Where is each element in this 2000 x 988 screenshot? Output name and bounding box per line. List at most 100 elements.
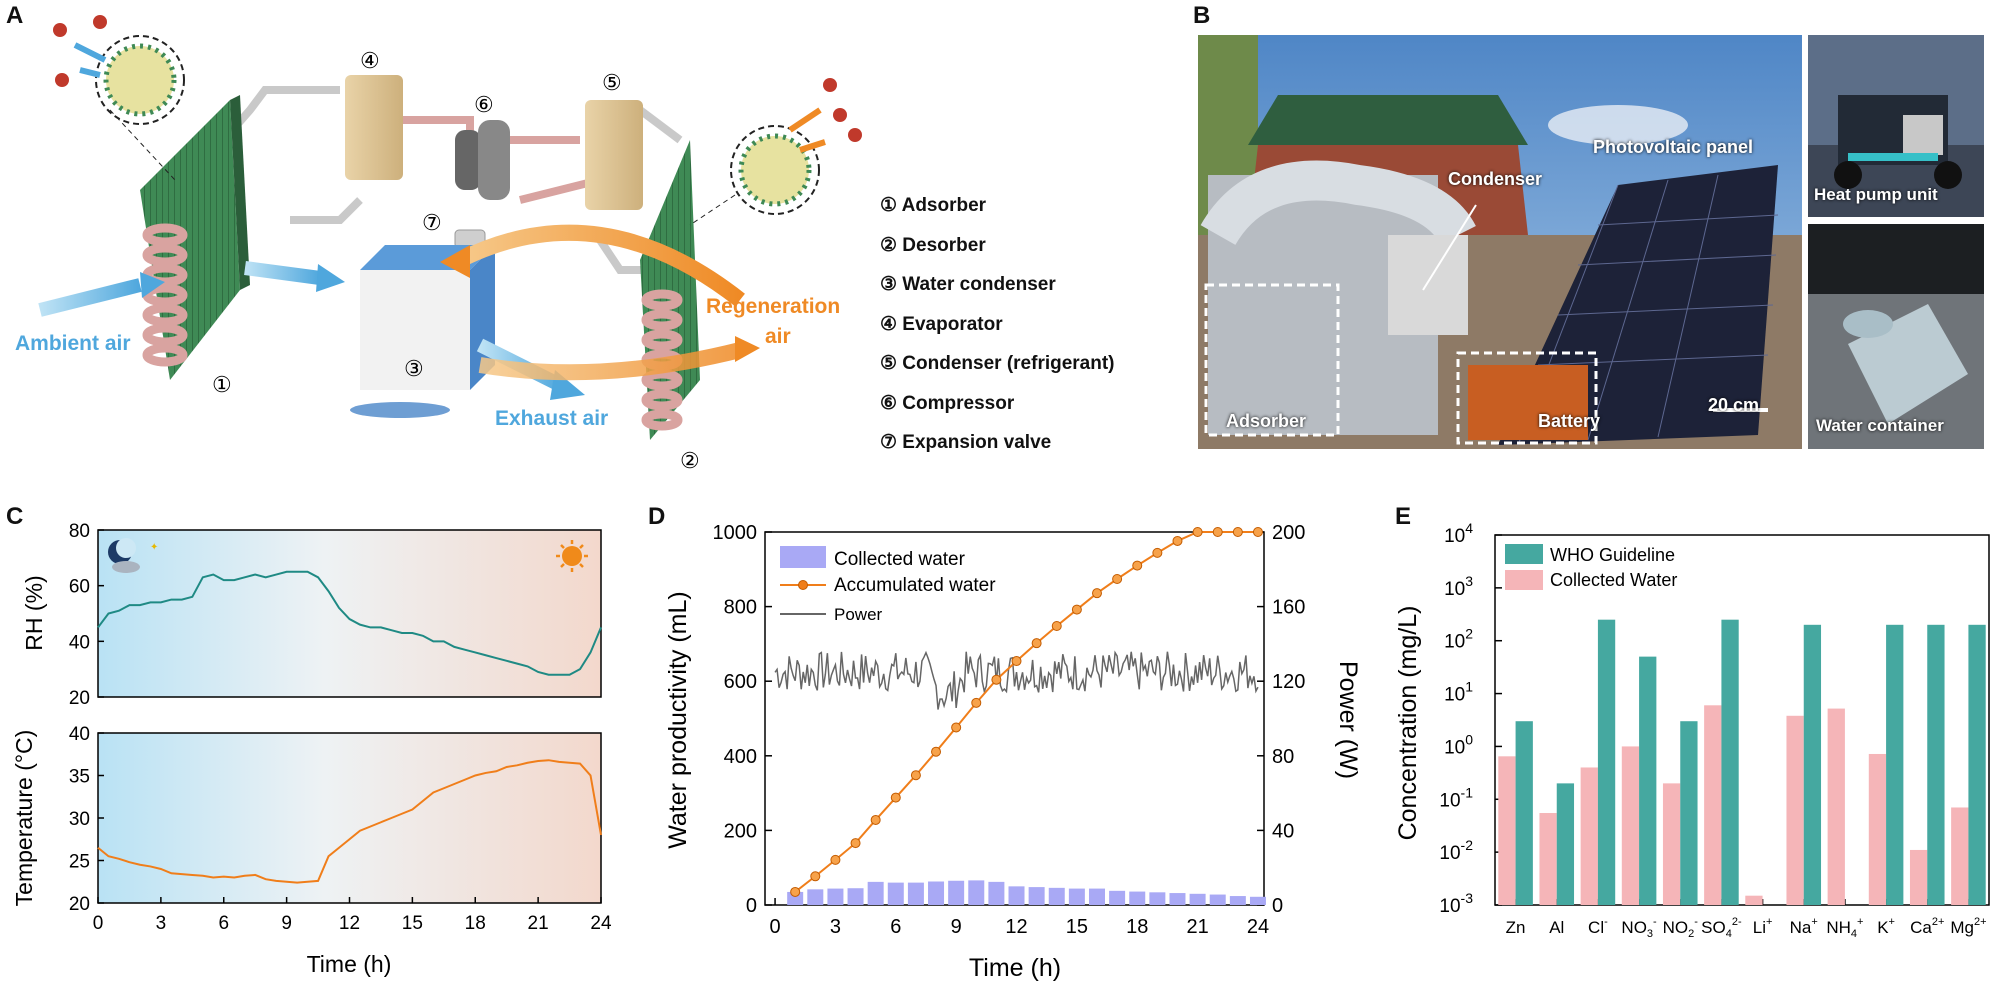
legend-item: ⑤ Condenser (refrigerant) [880, 353, 1115, 374]
adsorbent-bubble-right [689, 78, 862, 226]
x-tick-label: 9 [951, 916, 962, 938]
sun-icon [556, 540, 588, 572]
legend-item: ⑥ Compressor [880, 392, 1015, 414]
y-tick-label: 60 [69, 577, 90, 598]
chart-legend-e: WHO Guideline Collected Water [1505, 544, 1677, 590]
y-tick-label: 20 [69, 894, 90, 915]
condenser-label: Condenser [1448, 169, 1543, 189]
collected-water-bar [1189, 893, 1206, 905]
x-tick-label: 0 [769, 916, 780, 938]
collected-water-bar [1580, 767, 1598, 905]
svg-text:✦: ✦ [150, 542, 158, 553]
y-tick-label: 80 [69, 521, 90, 542]
accumulated-point [1132, 560, 1143, 571]
collected-water-bar [1149, 892, 1166, 905]
accumulated-point [931, 746, 942, 757]
who-guideline-bar [1927, 624, 1945, 905]
who-guideline-bar [1597, 619, 1616, 905]
marker-4: ④ [360, 48, 380, 73]
y-tick-label: 20 [69, 688, 90, 709]
panel-letter-d: D [648, 503, 666, 530]
power-series-line [774, 650, 1259, 710]
accumulated-point [1152, 547, 1163, 558]
condenser-refrigerant [585, 100, 643, 210]
moon-icon: ✦ [108, 538, 158, 573]
y-tick-label: 10-2 [1439, 837, 1473, 864]
accumulated-point [1091, 588, 1102, 599]
accumulated-point [810, 871, 821, 882]
x-tick-label: 0 [93, 913, 104, 934]
y-tick-label: 102 [1444, 626, 1473, 653]
y2-tick-label: 80 [1272, 746, 1294, 768]
panel-letter-c: C [6, 503, 24, 530]
y2-tick-label: 120 [1272, 671, 1305, 693]
collected-water-bar [867, 881, 884, 905]
x-tick-label: 24 [590, 913, 612, 934]
y-tick-label: 10-1 [1439, 784, 1473, 811]
who-guideline-bar [1680, 721, 1698, 905]
y-tick-label: 35 [69, 767, 90, 788]
water-container-photo: Water container [1808, 224, 1984, 449]
x-tick-label: Zn [1506, 918, 1526, 937]
x-tick-label: 18 [465, 913, 486, 934]
y-tick-label: 40 [69, 632, 90, 653]
prototype-photo: Photovoltaic panel Condenser Adsorber Ba… [1198, 35, 1802, 449]
accumulated-point [971, 697, 982, 708]
collected-water-bar [1539, 813, 1557, 905]
collected-water-bar [1209, 894, 1226, 905]
power-axis-label: Power (W) [1334, 661, 1360, 779]
accumulated-point [1232, 527, 1243, 537]
collected-water-bar [1662, 783, 1681, 905]
collected-water-bar [1621, 746, 1640, 905]
x-tick-label: NO3- [1621, 916, 1657, 940]
y2-tick-label: 200 [1272, 522, 1305, 544]
marker-7: ⑦ [422, 210, 442, 235]
collected-water-bar [928, 881, 945, 905]
x-tick-label: 15 [402, 913, 423, 934]
compressor [455, 120, 510, 200]
photovoltaic-label: Photovoltaic panel [1593, 137, 1754, 157]
accumulated-point [1172, 535, 1183, 546]
x-tick-label: 3 [156, 913, 167, 934]
panel-letter-e: E [1395, 503, 1412, 530]
legend-collected-water: Collected Water [1550, 570, 1677, 590]
accumulated-point [1051, 620, 1062, 631]
y-tick-label: 25 [69, 852, 90, 873]
y-tick-label: 1000 [713, 522, 758, 544]
collected-water-bar [1109, 890, 1126, 905]
x-tick-label: Na+ [1790, 916, 1818, 937]
chart-water-productivity: 0 200 400 600 800 1000 0 40 80 120 160 200 0 3 6 9 12 15 1… [664, 522, 1360, 982]
legend-item: ① Adsorber [880, 195, 987, 216]
collected-water-bar [1704, 705, 1722, 905]
collected-water-bar [1068, 888, 1085, 905]
y-tick-label: 800 [724, 597, 757, 619]
collected-water-bar [988, 881, 1005, 905]
x-tick-label: Li+ [1753, 916, 1773, 937]
x-tick-label: 21 [528, 913, 549, 934]
scale-bar-label: 20 cm [1708, 395, 1760, 415]
accumulated-point [870, 814, 881, 825]
desorber-coil [641, 289, 683, 431]
panel-letter-a: A [6, 2, 24, 29]
accumulated-point [991, 674, 1002, 685]
ambient-air-label: Ambient air [15, 332, 131, 355]
component-legend: ① Adsorber ② Desorber ③ Water condenser … [880, 186, 1115, 463]
accumulated-point [850, 838, 861, 849]
who-guideline-bar [1968, 624, 1986, 905]
accumulated-point [790, 886, 801, 897]
heat-pump-label: Heat pump unit [1814, 185, 1938, 204]
collected-water-bar [1048, 887, 1065, 905]
collected-water-bar [1008, 886, 1025, 905]
collected-water-bar [807, 889, 824, 905]
y2-tick-label: 160 [1272, 597, 1305, 619]
y2-tick-label: 0 [1272, 895, 1283, 917]
accumulated-point [1212, 527, 1223, 537]
collected-water-bar [1249, 896, 1266, 905]
who-guideline-bar [1803, 624, 1822, 905]
legend-power: Power [834, 605, 883, 624]
marker-1: ① [212, 372, 232, 397]
time-axis-label-d: Time (h) [969, 954, 1061, 982]
adsorber-coil [142, 223, 188, 367]
adsorbent-bubble-left [53, 15, 185, 181]
x-tick-label: 15 [1066, 916, 1088, 938]
